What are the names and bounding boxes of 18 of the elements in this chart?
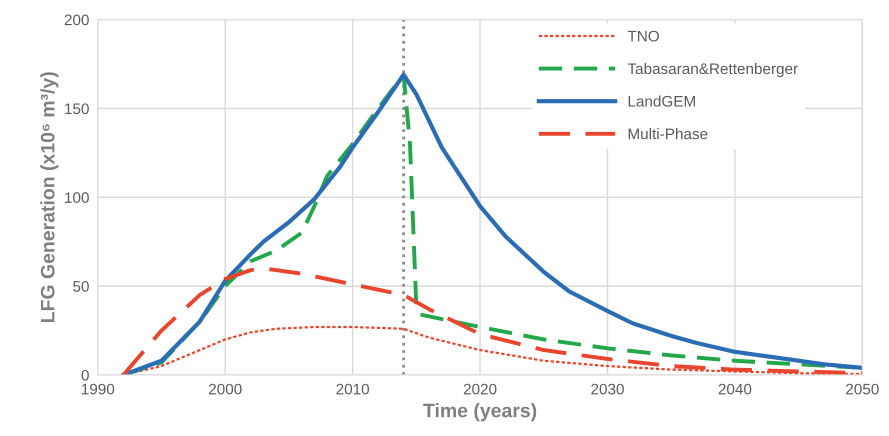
- legend-label: LandGEM: [628, 95, 695, 107]
- y-tick-label: 100: [65, 192, 89, 203]
- y-tick-label: 200: [64, 14, 89, 26]
- legend-label: Tabasaran&Rettenberger: [628, 62, 798, 78]
- y-tick-label: 150: [65, 103, 89, 114]
- legend-label: Multi-Phase: [628, 128, 708, 140]
- y-tick-label: 0: [82, 370, 89, 381]
- legend-label: TNO: [628, 30, 659, 42]
- x-tick-label: 2000: [208, 384, 242, 395]
- y-tick-label: 50: [73, 280, 89, 292]
- x-tick-label: 2050: [846, 384, 879, 395]
- x-tick-label: 1990: [82, 384, 114, 395]
- x-tick-label: 2040: [718, 384, 752, 395]
- y-axis-title: LFG Generation (x10⁶ m³/y): [40, 72, 58, 322]
- x-tick-label: 2030: [591, 384, 624, 395]
- x-axis-title: Time (years): [423, 403, 536, 422]
- x-tick-label: 2020: [464, 384, 496, 395]
- x-tick-label: 2010: [336, 384, 370, 395]
